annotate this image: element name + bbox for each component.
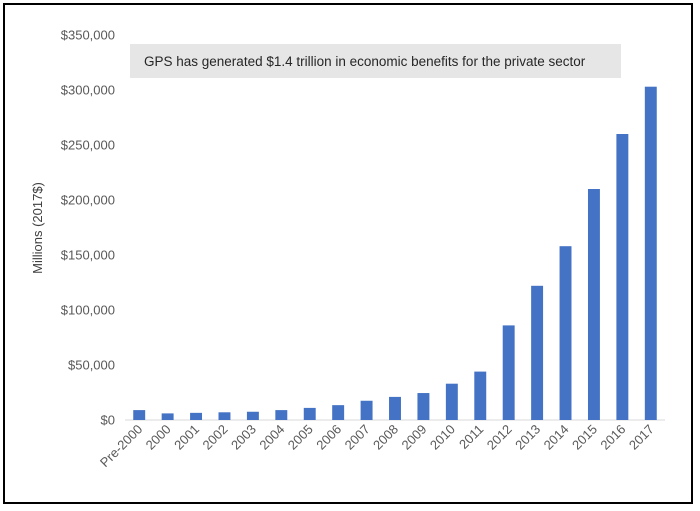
y-axis-ticks: $0 $50,000 $100,000 $150,000 $200,000 $250,00… bbox=[61, 28, 115, 428]
y-tick-label: $50,000 bbox=[68, 358, 115, 373]
bar bbox=[332, 405, 345, 420]
bar bbox=[218, 412, 231, 420]
y-tick-label: $0 bbox=[101, 413, 115, 428]
x-tick-label: 2004 bbox=[256, 422, 287, 453]
bar bbox=[161, 413, 174, 420]
y-tick-label: $300,000 bbox=[61, 83, 115, 98]
bar bbox=[644, 86, 657, 420]
y-tick-label: $100,000 bbox=[61, 303, 115, 318]
bar bbox=[445, 383, 458, 420]
x-tick-label: 2010 bbox=[427, 422, 458, 453]
bar bbox=[303, 407, 316, 420]
x-axis-ticks: Pre-200020002001200220032004200520062007… bbox=[97, 422, 657, 470]
bar bbox=[190, 412, 203, 420]
x-tick-label: 2013 bbox=[512, 422, 543, 453]
bar bbox=[417, 393, 430, 420]
bar bbox=[246, 411, 259, 420]
x-tick-label: 2017 bbox=[626, 422, 657, 453]
y-tick-label: $150,000 bbox=[61, 248, 115, 263]
annotation-text: GPS has generated $1.4 trillion in econo… bbox=[144, 54, 586, 69]
bar bbox=[531, 285, 544, 420]
bar bbox=[474, 371, 487, 420]
bar bbox=[502, 325, 515, 420]
bar bbox=[389, 396, 401, 420]
bar bbox=[275, 410, 288, 420]
x-tick-label: 2012 bbox=[484, 422, 515, 453]
bar bbox=[133, 410, 146, 420]
x-tick-label: 2007 bbox=[342, 422, 373, 453]
bars bbox=[133, 86, 657, 420]
x-tick-label: 2005 bbox=[285, 422, 316, 453]
x-tick-label: 2003 bbox=[228, 422, 259, 453]
x-tick-label: 2014 bbox=[541, 422, 572, 453]
x-tick-label: 2002 bbox=[200, 422, 231, 453]
bar bbox=[360, 400, 373, 420]
x-tick-label: 2006 bbox=[313, 422, 344, 453]
x-tick-label: 2009 bbox=[398, 422, 429, 453]
x-tick-label: 2011 bbox=[456, 422, 486, 452]
x-tick-label: Pre-2000 bbox=[97, 422, 145, 470]
y-tick-label: $200,000 bbox=[61, 193, 115, 208]
bar bbox=[616, 134, 629, 420]
x-tick-label: 2001 bbox=[171, 422, 202, 453]
x-tick-label: 2008 bbox=[370, 422, 401, 453]
y-tick-label: $350,000 bbox=[61, 28, 115, 43]
x-tick-label: 2016 bbox=[597, 422, 628, 453]
x-tick-label: 2015 bbox=[569, 422, 600, 453]
bar bbox=[587, 189, 600, 420]
bar bbox=[559, 246, 572, 420]
y-axis-label: Millions (2017$) bbox=[30, 182, 45, 274]
annotation-box bbox=[130, 44, 621, 78]
x-tick-label: 2000 bbox=[143, 422, 174, 453]
y-tick-label: $250,000 bbox=[61, 138, 115, 153]
